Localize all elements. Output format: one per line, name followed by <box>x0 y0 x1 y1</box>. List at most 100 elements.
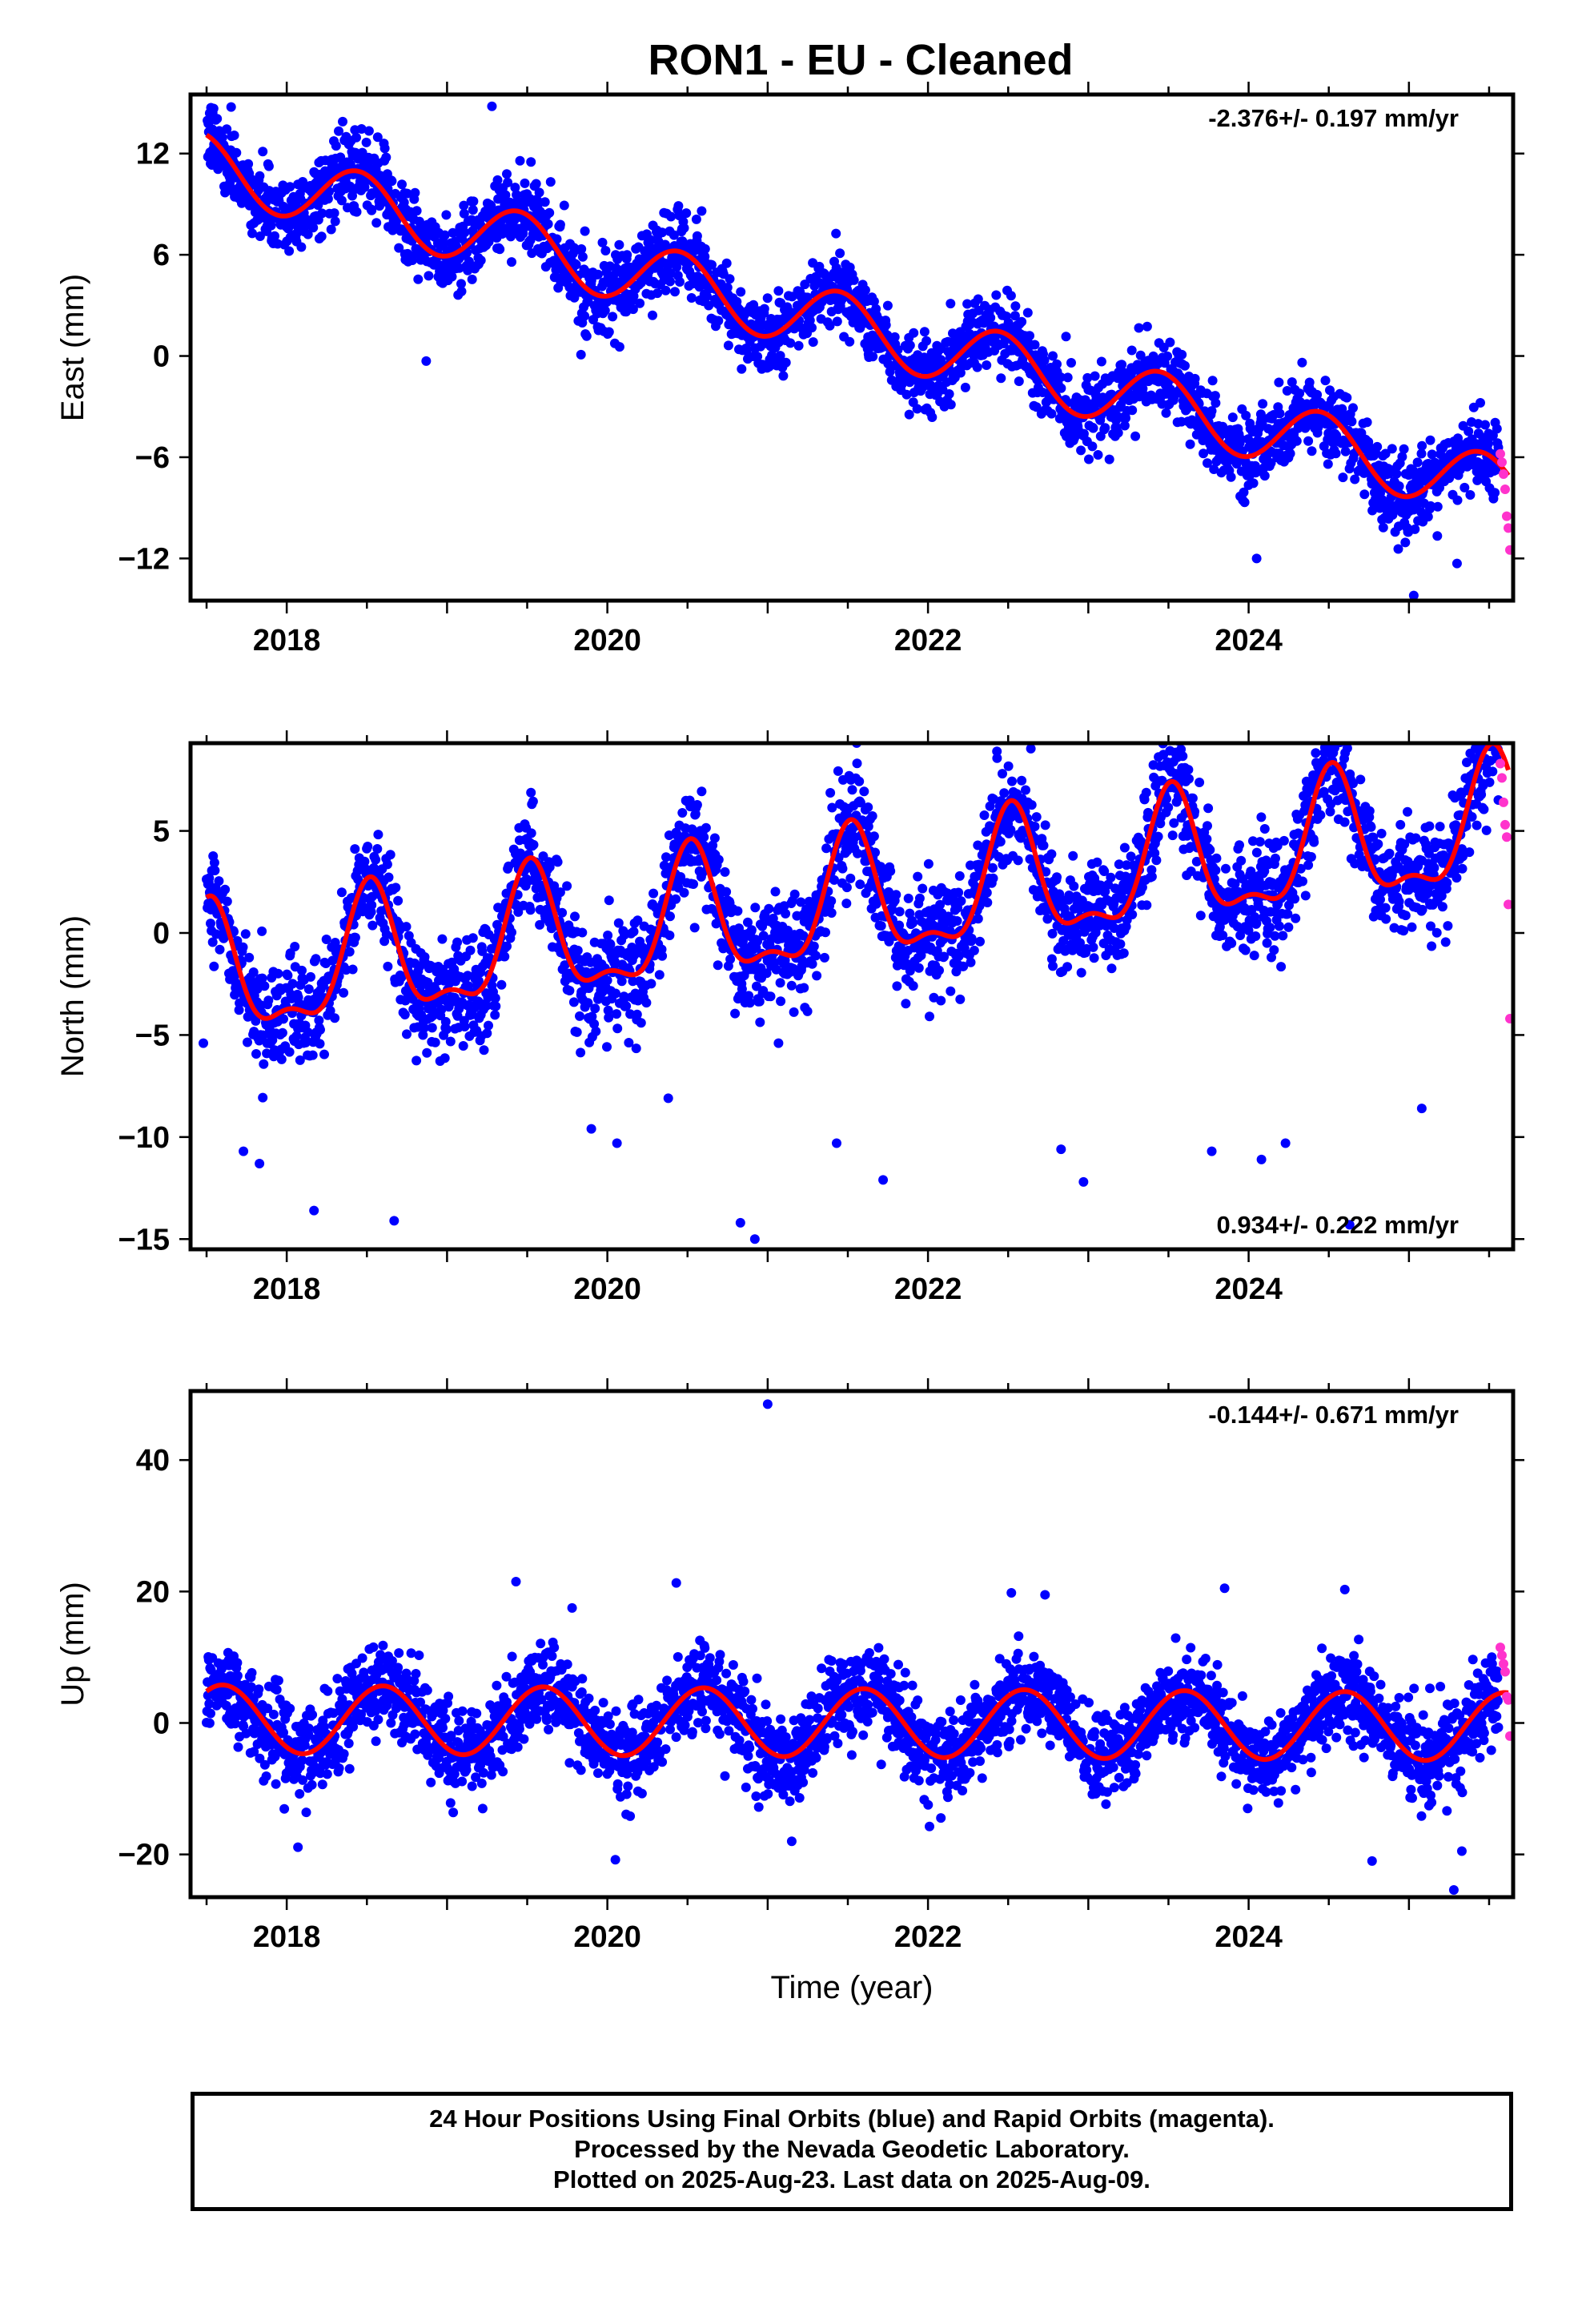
data-point <box>347 964 358 975</box>
data-point <box>1177 349 1187 360</box>
data-point <box>746 925 757 935</box>
data-point <box>1199 448 1209 459</box>
outlier-point <box>1408 590 1419 601</box>
data-point <box>1134 323 1144 333</box>
data-point <box>1069 881 1079 891</box>
data-point <box>1331 448 1341 459</box>
data-point <box>646 979 656 989</box>
data-point <box>552 857 563 867</box>
data-point <box>329 208 339 219</box>
data-point <box>1115 939 1126 949</box>
data-point <box>1048 961 1058 971</box>
data-point <box>215 944 225 955</box>
data-point <box>1072 929 1082 939</box>
data-point <box>1076 445 1086 456</box>
data-point <box>641 998 652 1008</box>
data-point <box>610 959 620 970</box>
data-point <box>290 942 300 951</box>
data-point <box>251 1049 261 1059</box>
data-point <box>600 305 610 316</box>
data-point <box>235 998 245 1008</box>
chart-title: RON1 - EU - Cleaned <box>648 36 1074 84</box>
data-point <box>604 895 614 906</box>
data-point <box>319 1049 329 1059</box>
data-point <box>1432 501 1443 512</box>
data-point <box>725 274 735 284</box>
data-point <box>697 206 707 216</box>
data-point <box>773 286 784 296</box>
data-point <box>1259 471 1270 481</box>
data-point <box>628 304 638 315</box>
data-point <box>244 952 255 963</box>
data-point <box>412 206 422 216</box>
data-point <box>1119 842 1130 853</box>
data-point <box>590 1003 600 1014</box>
data-point <box>515 155 525 166</box>
data-point <box>279 1014 288 1024</box>
data-point <box>259 1059 269 1069</box>
data-point <box>402 188 412 199</box>
data-point <box>291 1031 302 1041</box>
data-point <box>996 796 1006 806</box>
data-point <box>737 364 747 374</box>
data-point <box>1088 423 1098 433</box>
data-point <box>999 788 1010 798</box>
outlier-point <box>487 101 497 111</box>
data-point <box>1207 406 1217 416</box>
data-point <box>525 905 536 915</box>
data-point <box>520 178 530 188</box>
data-point <box>628 927 639 937</box>
y-tick-label: 6 <box>153 239 170 272</box>
data-point <box>707 259 717 270</box>
data-point <box>919 327 930 337</box>
data-point <box>214 876 224 887</box>
data-point <box>401 922 412 932</box>
data-point <box>424 271 434 281</box>
data-point <box>479 1045 489 1055</box>
data-point <box>317 208 327 219</box>
data-point <box>692 231 702 241</box>
data-point <box>761 968 772 979</box>
data-point <box>1093 450 1103 460</box>
data-point <box>1006 825 1016 835</box>
data-point <box>721 887 732 897</box>
data-point <box>552 234 562 244</box>
data-point <box>975 936 985 947</box>
data-point <box>334 126 343 136</box>
data-point <box>463 971 473 981</box>
data-point <box>263 161 274 171</box>
data-point <box>622 250 632 260</box>
data-point <box>1030 340 1040 350</box>
data-point <box>992 753 1002 763</box>
data-point <box>943 336 953 347</box>
data-point <box>277 1027 287 1038</box>
data-point <box>1058 935 1069 946</box>
data-point <box>798 931 809 941</box>
data-point <box>1061 332 1071 342</box>
data-point <box>847 785 857 795</box>
data-point <box>1427 449 1437 460</box>
data-point <box>855 798 865 808</box>
data-point <box>1207 376 1218 386</box>
data-point <box>326 224 336 235</box>
data-point <box>1303 436 1314 446</box>
data-point <box>441 210 452 220</box>
data-point <box>713 316 724 326</box>
data-point <box>1378 522 1388 533</box>
data-point <box>805 316 815 325</box>
data-point <box>1394 481 1404 491</box>
data-point <box>209 858 219 868</box>
data-point <box>1026 800 1037 810</box>
data-point <box>614 342 624 352</box>
data-point <box>502 169 512 179</box>
data-point <box>589 1019 600 1029</box>
data-point <box>741 346 752 356</box>
data-point <box>1387 444 1397 454</box>
data-point <box>1211 398 1221 408</box>
data-point <box>1393 544 1403 554</box>
data-point <box>382 859 392 870</box>
data-point <box>350 844 360 854</box>
data-point <box>988 873 998 883</box>
data-point <box>1236 434 1247 444</box>
data-point <box>229 131 239 140</box>
